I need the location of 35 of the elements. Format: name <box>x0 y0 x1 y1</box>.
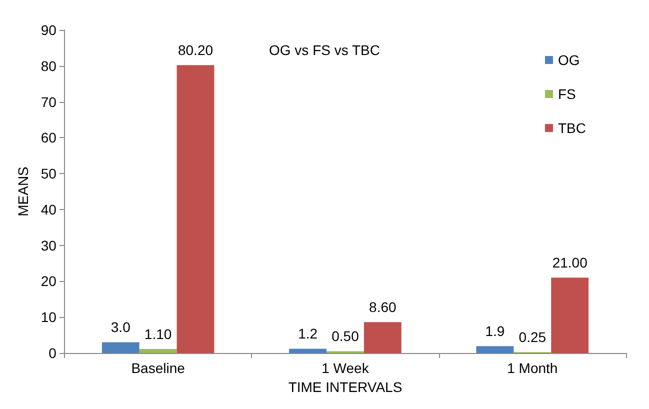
y-tick-label: 40 <box>40 201 57 218</box>
y-tick-label: 80 <box>40 58 57 74</box>
legend-label: OG <box>558 52 580 68</box>
bar <box>476 346 514 353</box>
text: OG vs FS vs TBC <box>269 42 380 58</box>
x-tick-label: 1 Month <box>507 360 558 376</box>
x-tick-label: 1 Week <box>322 360 370 376</box>
data-label: 21.00 <box>552 254 588 271</box>
y-tick-label: 70 <box>40 94 57 110</box>
data-label: 1.10 <box>144 326 172 342</box>
legend-label: TBC <box>558 120 586 136</box>
bar <box>551 278 589 353</box>
data-label: 0.50 <box>332 328 360 344</box>
y-tick-label: 30 <box>40 237 57 254</box>
bar <box>139 349 177 353</box>
y-axis-title: MEANS <box>15 166 31 216</box>
data-label: 80.20 <box>178 42 214 58</box>
bar <box>102 342 140 353</box>
bar <box>176 65 214 353</box>
data-label: 1.9 <box>485 323 505 340</box>
y-tick-label: 60 <box>40 130 57 146</box>
y-tick-label: 0 <box>48 345 57 361</box>
data-label: 0.25 <box>518 329 546 346</box>
x-tick-label: Baseline <box>131 360 186 376</box>
y-tick-label: 50 <box>40 166 57 182</box>
y-tick-label: 20 <box>40 273 57 290</box>
data-label: 8.60 <box>369 299 397 316</box>
legend-label: FS <box>558 86 576 102</box>
y-tick-label: 10 <box>40 309 57 326</box>
y-tick-label: 90 <box>40 22 57 38</box>
x-axis-title: TIME INTERVALS <box>288 378 402 395</box>
data-label: 3.0 <box>110 319 131 336</box>
bar <box>364 322 402 353</box>
bar <box>289 348 327 353</box>
data-label: 1.2 <box>298 326 318 342</box>
